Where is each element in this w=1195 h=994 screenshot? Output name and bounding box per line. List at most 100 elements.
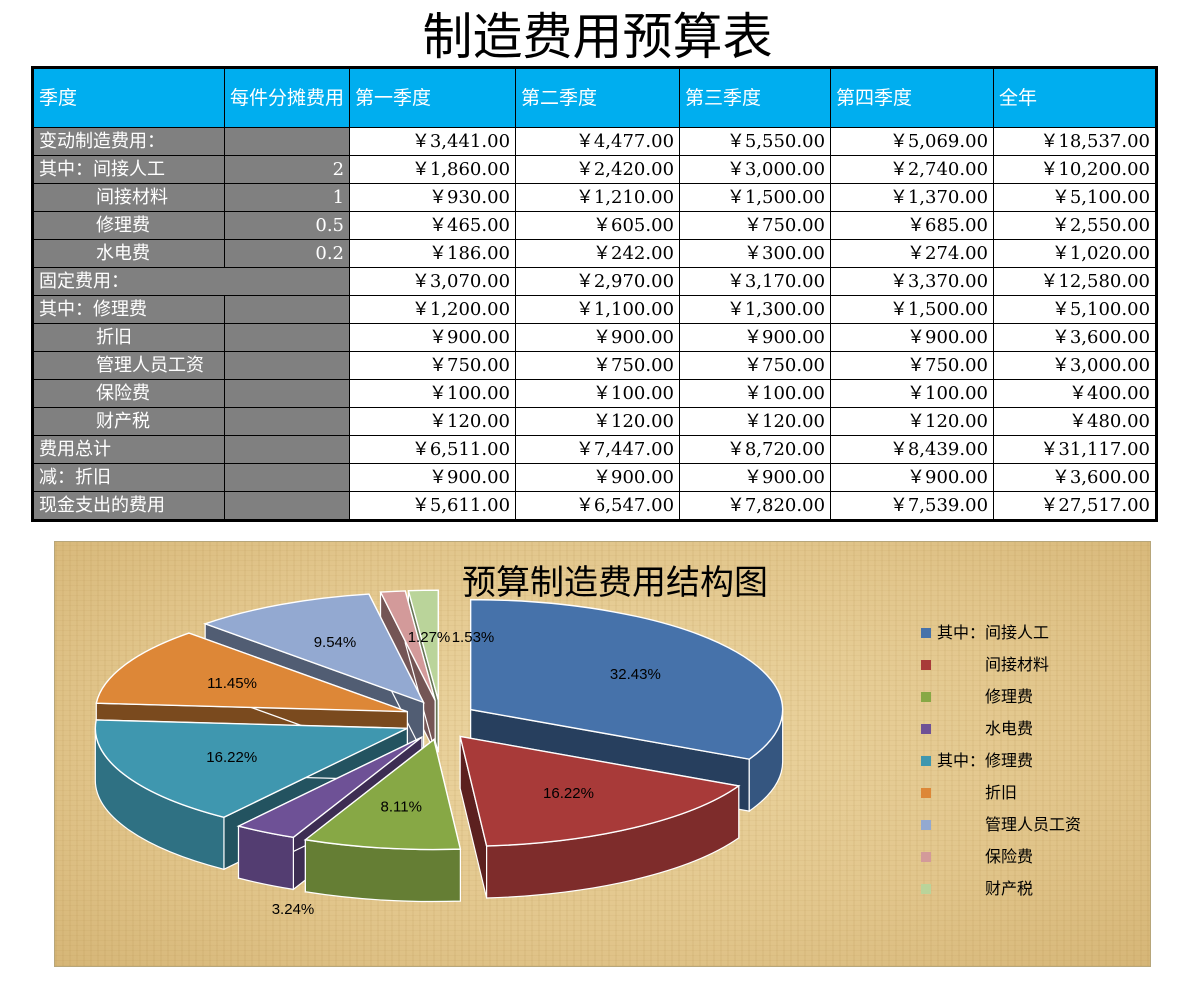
row-label[interactable]: 变动制造费用： — [32, 127, 225, 156]
value-cell[interactable]: ￥18,537.00 — [993, 127, 1158, 156]
share-cell[interactable] — [223, 407, 351, 436]
value-cell[interactable]: ￥750.00 — [349, 351, 517, 380]
value-cell[interactable]: ￥3,000.00 — [993, 351, 1158, 380]
value-cell[interactable]: ￥900.00 — [515, 323, 681, 352]
value-cell[interactable]: ￥31,117.00 — [993, 435, 1158, 464]
value-cell[interactable]: ￥465.00 — [349, 211, 517, 240]
value-cell[interactable]: ￥5,550.00 — [679, 127, 832, 156]
value-cell[interactable]: ￥750.00 — [830, 351, 995, 380]
row-label[interactable]: 费用总计 — [32, 435, 225, 464]
row-label[interactable]: 其中：修理费 — [32, 295, 225, 324]
value-cell[interactable]: ￥120.00 — [830, 407, 995, 436]
value-cell[interactable]: ￥480.00 — [993, 407, 1158, 436]
value-cell[interactable]: ￥4,477.00 — [515, 127, 681, 156]
value-cell[interactable]: ￥120.00 — [515, 407, 681, 436]
value-cell[interactable]: ￥100.00 — [349, 379, 517, 408]
share-cell[interactable]: 2 — [223, 155, 351, 184]
row-label[interactable]: 折旧 — [32, 323, 225, 352]
value-cell[interactable]: ￥1,860.00 — [349, 155, 517, 184]
value-cell[interactable]: ￥3,370.00 — [830, 267, 995, 296]
row-label[interactable]: 管理人员工资 — [32, 351, 225, 380]
value-cell[interactable]: ￥300.00 — [679, 239, 832, 268]
value-cell[interactable]: ￥5,611.00 — [349, 491, 517, 521]
row-label[interactable]: 水电费 — [32, 239, 225, 268]
value-cell[interactable]: ￥120.00 — [349, 407, 517, 436]
column-header[interactable]: 全年 — [993, 67, 1158, 128]
value-cell[interactable]: ￥120.00 — [679, 407, 832, 436]
chart-panel[interactable]: 预算制造费用结构图 32.43% 16.22% 8.11% 3.24% 16.22% 11… — [54, 541, 1151, 967]
value-cell[interactable]: ￥2,740.00 — [830, 155, 995, 184]
value-cell[interactable]: ￥274.00 — [830, 239, 995, 268]
share-cell[interactable] — [223, 127, 351, 156]
value-cell[interactable]: ￥900.00 — [515, 463, 681, 492]
column-header[interactable]: 每件分摊费用 — [223, 67, 351, 128]
value-cell[interactable]: ￥100.00 — [515, 379, 681, 408]
share-cell[interactable] — [223, 491, 351, 521]
value-cell[interactable]: ￥8,720.00 — [679, 435, 832, 464]
value-cell[interactable]: ￥6,511.00 — [349, 435, 517, 464]
value-cell[interactable]: ￥5,069.00 — [830, 127, 995, 156]
column-header[interactable]: 季度 — [32, 67, 225, 128]
share-cell[interactable]: 0.5 — [223, 211, 351, 240]
value-cell[interactable]: ￥750.00 — [679, 211, 832, 240]
value-cell[interactable]: ￥2,420.00 — [515, 155, 681, 184]
value-cell[interactable]: ￥10,200.00 — [993, 155, 1158, 184]
value-cell[interactable]: ￥2,550.00 — [993, 211, 1158, 240]
row-label[interactable]: 减：折旧 — [32, 463, 225, 492]
value-cell[interactable]: ￥400.00 — [993, 379, 1158, 408]
value-cell[interactable]: ￥3,600.00 — [993, 463, 1158, 492]
column-header[interactable]: 第二季度 — [515, 67, 681, 128]
value-cell[interactable]: ￥900.00 — [679, 323, 832, 352]
value-cell[interactable]: ￥2,970.00 — [515, 267, 681, 296]
share-cell[interactable]: 1 — [223, 183, 351, 212]
row-label[interactable]: 其中：间接人工 — [32, 155, 225, 184]
value-cell[interactable]: ￥750.00 — [679, 351, 832, 380]
value-cell[interactable]: ￥7,820.00 — [679, 491, 832, 521]
column-header[interactable]: 第一季度 — [349, 67, 517, 128]
value-cell[interactable]: ￥27,517.00 — [993, 491, 1158, 521]
row-label[interactable]: 固定费用： — [31, 267, 351, 296]
row-label[interactable]: 间接材料 — [32, 183, 225, 212]
value-cell[interactable]: ￥3,170.00 — [679, 267, 832, 296]
share-cell[interactable] — [223, 379, 351, 408]
value-cell[interactable]: ￥900.00 — [830, 463, 995, 492]
share-cell[interactable] — [223, 323, 351, 352]
value-cell[interactable]: ￥5,100.00 — [993, 183, 1158, 212]
column-header[interactable]: 第四季度 — [830, 67, 995, 128]
value-cell[interactable]: ￥100.00 — [679, 379, 832, 408]
value-cell[interactable]: ￥900.00 — [349, 463, 517, 492]
value-cell[interactable]: ￥6,547.00 — [515, 491, 681, 521]
value-cell[interactable]: ￥1,500.00 — [830, 295, 995, 324]
value-cell[interactable]: ￥3,600.00 — [993, 323, 1158, 352]
share-cell[interactable] — [223, 295, 351, 324]
share-cell[interactable] — [223, 435, 351, 464]
value-cell[interactable]: ￥900.00 — [349, 323, 517, 352]
value-cell[interactable]: ￥1,500.00 — [679, 183, 832, 212]
value-cell[interactable]: ￥3,000.00 — [679, 155, 832, 184]
value-cell[interactable]: ￥5,100.00 — [993, 295, 1158, 324]
value-cell[interactable]: ￥1,100.00 — [515, 295, 681, 324]
value-cell[interactable]: ￥1,370.00 — [830, 183, 995, 212]
value-cell[interactable]: ￥930.00 — [349, 183, 517, 212]
value-cell[interactable]: ￥1,210.00 — [515, 183, 681, 212]
share-cell[interactable] — [223, 351, 351, 380]
value-cell[interactable]: ￥685.00 — [830, 211, 995, 240]
share-cell[interactable]: 0.2 — [223, 239, 351, 268]
row-label[interactable]: 保险费 — [32, 379, 225, 408]
value-cell[interactable]: ￥12,580.00 — [993, 267, 1158, 296]
value-cell[interactable]: ￥605.00 — [515, 211, 681, 240]
share-cell[interactable] — [223, 463, 351, 492]
value-cell[interactable]: ￥100.00 — [830, 379, 995, 408]
value-cell[interactable]: ￥242.00 — [515, 239, 681, 268]
value-cell[interactable]: ￥3,441.00 — [349, 127, 517, 156]
value-cell[interactable]: ￥186.00 — [349, 239, 517, 268]
value-cell[interactable]: ￥900.00 — [830, 323, 995, 352]
row-label[interactable]: 现金支出的费用 — [32, 491, 225, 521]
value-cell[interactable]: ￥8,439.00 — [830, 435, 995, 464]
row-label[interactable]: 财产税 — [32, 407, 225, 436]
value-cell[interactable]: ￥750.00 — [515, 351, 681, 380]
value-cell[interactable]: ￥3,070.00 — [349, 267, 517, 296]
value-cell[interactable]: ￥1,200.00 — [349, 295, 517, 324]
value-cell[interactable]: ￥7,447.00 — [515, 435, 681, 464]
value-cell[interactable]: ￥7,539.00 — [830, 491, 995, 521]
